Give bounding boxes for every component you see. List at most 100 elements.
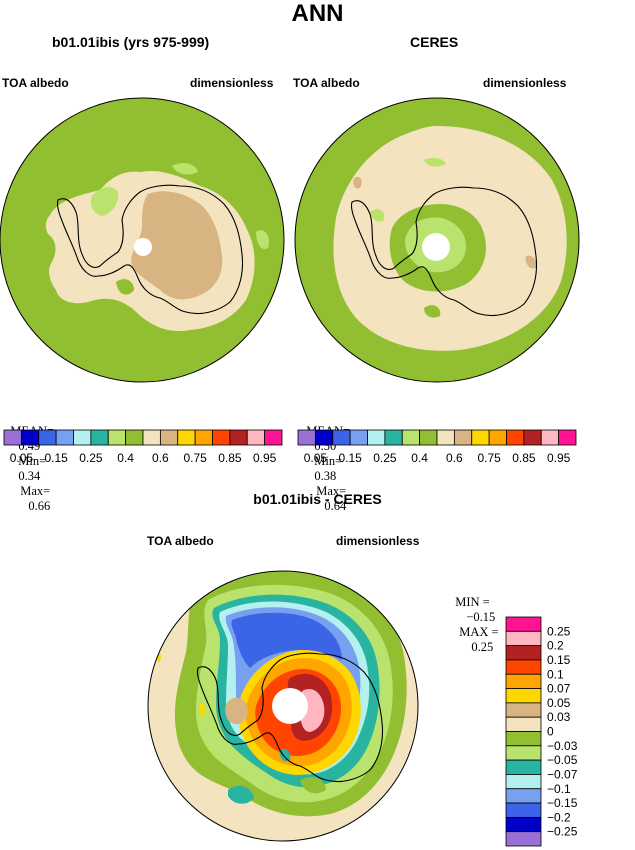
panel1-left-label: TOA albedo [2, 76, 69, 90]
colorbar-label: −0.03 [547, 739, 578, 753]
diff-dblue-band [231, 612, 342, 668]
colorbar-swatch [297, 429, 316, 446]
panel2-min-label: Min= [314, 454, 343, 468]
diff-pole-hole [272, 688, 308, 724]
colorbar-swatch [229, 429, 248, 446]
colorbar-swatch [505, 688, 542, 704]
panel2-pole-hole [422, 233, 450, 261]
colorbar-label: 0.25 [547, 624, 571, 638]
colorbar-label: 0.75 [183, 451, 207, 465]
colorbar-swatch [505, 702, 542, 718]
diff-coastline [196, 652, 384, 783]
colorbar-swatch [367, 429, 386, 446]
colorbar-swatch [505, 802, 542, 818]
colorbar-swatch [505, 759, 542, 775]
colorbar-swatch [453, 429, 473, 446]
panel2-max: 0.64 [324, 499, 347, 513]
colorbar-swatch [384, 429, 403, 446]
main-title: ANN [291, 0, 344, 27]
colorbar-label: 0.05 [547, 696, 571, 710]
panel1-patch [256, 230, 270, 250]
colorbar-swatch [505, 645, 542, 661]
panel1-min-label: Min= [18, 454, 47, 468]
diff-left-label: TOA albedo [147, 534, 214, 548]
panel1-right-label: dimensionless [190, 76, 274, 90]
diff-stats: MIN = −0.15 MAX = 0.25 [449, 580, 499, 655]
panel1-min: 0.34 [18, 469, 41, 483]
colorbar-swatch [540, 429, 560, 446]
colorbar-label: 0.4 [117, 451, 134, 465]
colorbar-swatch [419, 429, 438, 446]
colorbar-label: 0.03 [547, 710, 571, 724]
colorbar-swatch [159, 429, 179, 446]
colorbar-swatch [558, 429, 577, 446]
colorbar-label: 0 [547, 725, 554, 739]
diff-brown-patch [225, 697, 248, 725]
colorbar-swatch [246, 429, 266, 446]
panel1-coastline [56, 184, 244, 315]
panel1-title: b01.01ibis (yrs 975-999) [52, 34, 210, 50]
colorbar-swatch [505, 659, 542, 675]
panel1-patch [116, 279, 134, 295]
diff-border [147, 570, 419, 842]
panel1-border [0, 97, 285, 383]
colorbar-diff: 0.250.20.150.10.070.050.030−0.03−0.05−0.… [505, 616, 578, 847]
colorbar-label: 0.05 [10, 451, 34, 465]
colorbar-swatch [73, 429, 92, 446]
panel1-map [0, 98, 284, 382]
colorbar-label: −0.25 [547, 825, 578, 839]
panel2-patch [424, 305, 441, 318]
colorbar-label: 0.95 [547, 451, 571, 465]
colorbar-label: 0.85 [218, 451, 242, 465]
colorbar-label: −0.07 [547, 767, 578, 781]
colorbar-swatch [505, 673, 542, 689]
colorbar-swatch [505, 630, 542, 647]
colorbar-swatch [20, 429, 40, 446]
panel2-border [294, 97, 580, 383]
colorbar-swatch [505, 831, 542, 847]
diff-right-label: dimensionless [336, 534, 420, 548]
panel2-min: 0.38 [314, 469, 337, 483]
diff-teal-patch [228, 785, 254, 804]
panel2-patch [424, 157, 446, 167]
panel2-left-label: TOA albedo [293, 76, 360, 90]
colorbar-1: 0.05 0.15 0.25 0.4 0.6 0.75 0.85 0.95 [3, 429, 283, 465]
diff-yellow-patch [199, 703, 205, 717]
panel2-max-label: Max= [316, 484, 347, 498]
colorbar-swatch [505, 774, 542, 790]
colorbar-label: 0.75 [477, 451, 501, 465]
diff-max-label: MAX = [459, 625, 499, 639]
colorbar-label: 0.05 [304, 451, 328, 465]
diff-min-label: MIN = [455, 595, 490, 609]
panel1-patch [172, 163, 198, 175]
colorbar-swatch [3, 429, 22, 446]
colorbar-label: 0.95 [253, 451, 277, 465]
panel2-brown-patch [525, 255, 537, 269]
colorbar-swatch [505, 616, 542, 632]
panel2-right-label: dimensionless [483, 76, 567, 90]
colorbar-2: 0.05 0.15 0.25 0.4 0.6 0.75 0.85 0.95 [297, 429, 577, 465]
panel2-map [295, 98, 579, 382]
colorbar-label: −0.05 [547, 753, 578, 767]
colorbar-swatch [142, 429, 161, 446]
colorbar-label: 0.85 [512, 451, 536, 465]
colorbar-label: 0.6 [152, 451, 169, 465]
diff-green-patch [300, 777, 326, 794]
colorbar-label: 0.2 [547, 639, 564, 653]
colorbar-swatch [505, 816, 542, 833]
colorbar-swatch [505, 788, 542, 804]
colorbar-swatch [505, 716, 542, 732]
diff-teal-patch [279, 748, 291, 762]
panel2-coastline [350, 186, 538, 317]
colorbar-swatch [488, 429, 507, 446]
panel2-title: CERES [410, 34, 459, 50]
panel1-max: 0.66 [28, 499, 51, 513]
colorbar-swatch [107, 429, 127, 446]
colorbar-label: 0.6 [446, 451, 463, 465]
colorbar-swatch [349, 429, 368, 446]
colorbar-swatch [38, 429, 57, 446]
colorbar-swatch [125, 429, 144, 446]
panel1-ice-brown [131, 191, 223, 300]
diff-max: 0.25 [471, 640, 494, 654]
